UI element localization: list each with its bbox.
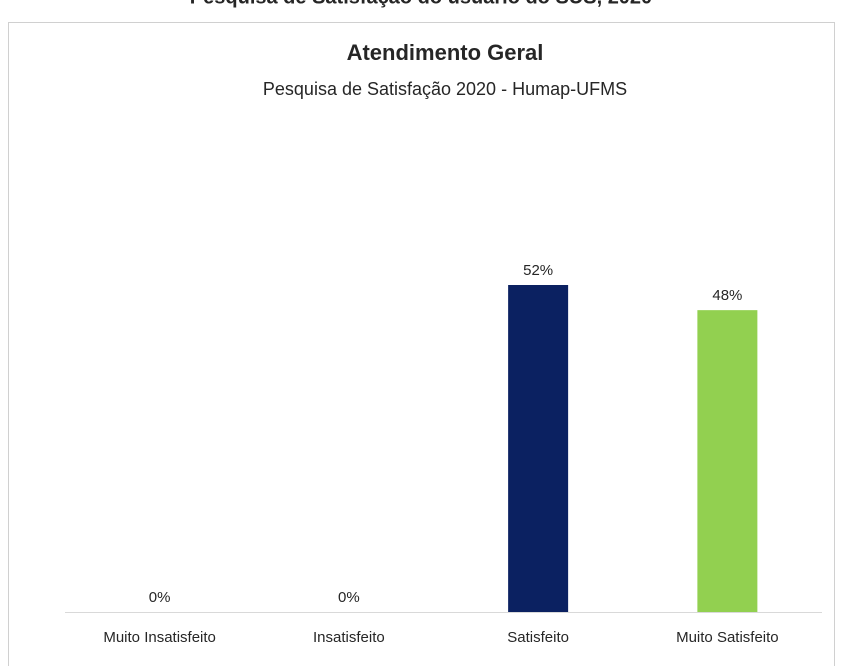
x-tick-label: Satisfeito <box>507 629 569 646</box>
bar <box>508 285 569 612</box>
page-title: Pesquisa de Satisfação do usuário do SUS… <box>190 0 652 8</box>
data-label: 52% <box>523 262 553 279</box>
x-tick-label: Muito Satisfeito <box>676 629 779 646</box>
data-label: 48% <box>712 287 742 304</box>
chart-subtitle: Pesquisa de Satisfação 2020 - Humap-UFMS <box>263 79 627 99</box>
x-tick-label: Insatisfeito <box>313 629 385 646</box>
x-tick-label: Muito Insatisfeito <box>103 629 216 646</box>
data-label: 0% <box>338 589 360 606</box>
chart-frame <box>8 22 835 671</box>
chart-title: Atendimento Geral <box>347 40 544 65</box>
data-label: 0% <box>149 589 171 606</box>
bar <box>697 310 758 612</box>
